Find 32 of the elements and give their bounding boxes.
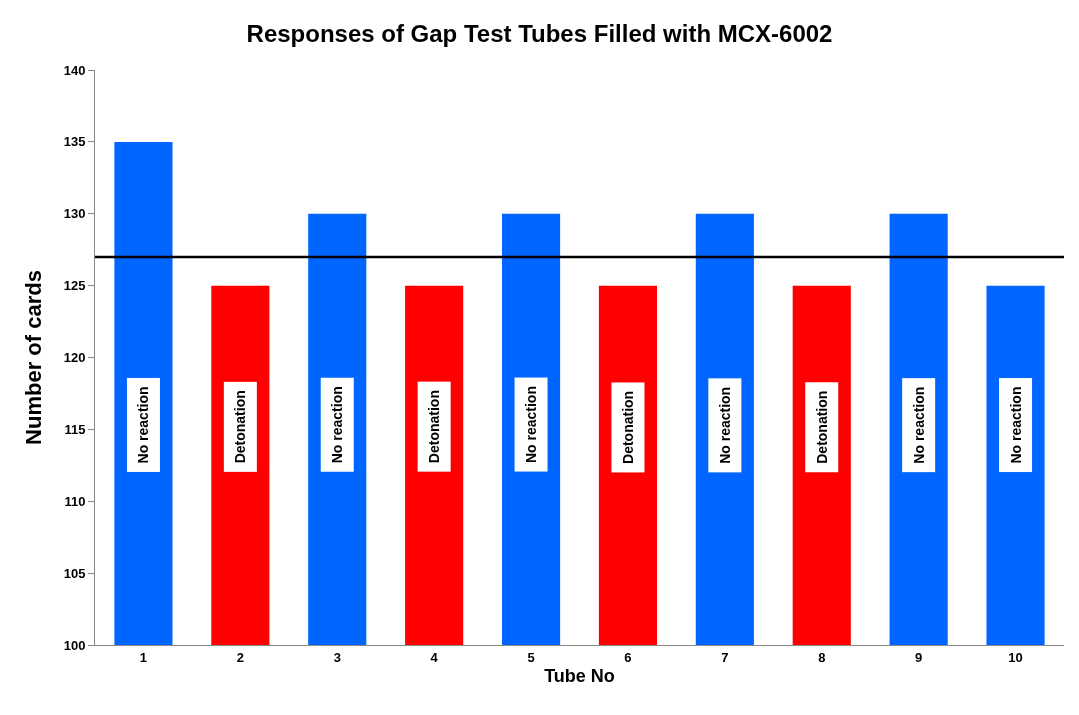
annotation: Detonation [232,390,249,464]
chart-title: Responses of Gap Test Tubes Filled with MCX-6002 [246,19,833,47]
x-tick-label: 7 [721,649,729,665]
annotation: No reaction [523,386,540,464]
annotation: No reaction [329,386,346,464]
y-tick-label: 115 [64,421,86,437]
x-tick-label: 6 [624,649,632,665]
annotation: No reaction [910,386,927,464]
x-tick-label: 4 [430,649,439,665]
y-tick-label: 110 [64,493,86,509]
annotation: Detonation [619,390,636,464]
y-tick-label: 135 [63,134,86,150]
y-tick-label: 130 [63,206,86,222]
x-tick-label: 5 [527,649,535,665]
x-tick-label: 9 [915,649,923,665]
annotation: No reaction [1007,386,1024,464]
x-tick-label: 3 [333,649,341,665]
annotation: No reaction [135,386,152,464]
y-tick-label: 105 [63,565,86,581]
x-tick-label: 1 [139,649,148,665]
x-axis-title: Tube No [544,665,615,686]
y-axis-title: Number of cards [21,270,47,445]
y-tick-label: 140 [63,62,86,78]
annotation: Detonation [426,390,443,464]
x-tick-label: 8 [818,649,826,665]
x-tick-label: 2 [236,649,244,665]
y-tick-label: 120 [63,350,86,366]
y-tick-label: 125 [63,278,86,294]
annotation: Detonation [813,390,830,464]
annotation: No reaction [716,386,733,464]
y-tick-label: 100 [63,637,86,653]
x-tick-label: 10 [1008,649,1023,665]
